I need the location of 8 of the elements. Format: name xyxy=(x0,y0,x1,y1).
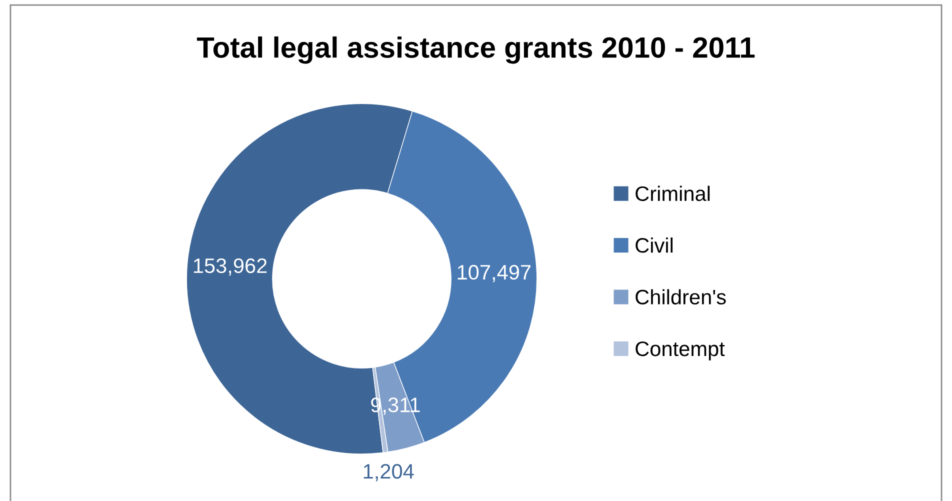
legend-label: Criminal xyxy=(636,186,710,202)
data-label: 107,497 xyxy=(458,264,531,282)
legend-label: Contempt xyxy=(636,341,725,360)
data-label: 1,204 xyxy=(364,464,414,482)
data-label: 153,962 xyxy=(194,258,267,276)
chart-title: Total legal assistance grants 2010 - 2011 xyxy=(196,36,755,64)
legend-label: Civil xyxy=(636,237,673,253)
legend-label: Children's xyxy=(636,289,726,304)
